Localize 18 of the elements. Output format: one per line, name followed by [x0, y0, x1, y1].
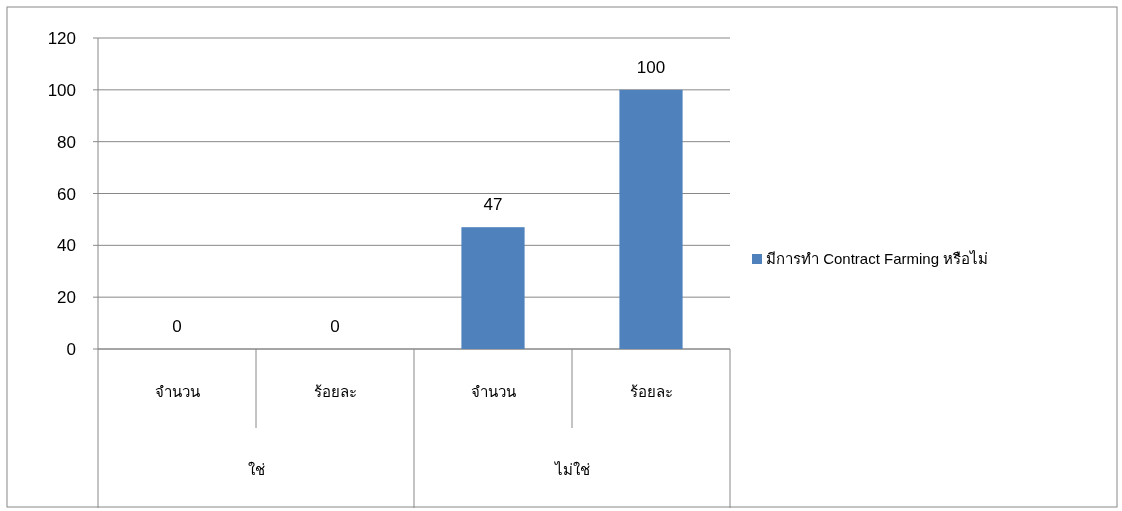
y-tick-label: 60 — [57, 184, 76, 204]
y-tick-label: 80 — [57, 132, 76, 152]
x-tick-label: จำนวน — [470, 383, 516, 401]
x-tick-label: ร้อยละ — [629, 383, 673, 401]
y-tick-label: 120 — [47, 29, 76, 48]
y-tick-label: 20 — [57, 288, 76, 308]
data-label: 0 — [172, 317, 182, 336]
legend-label: มีการทำ Contract Farming หรือไม่ — [766, 250, 989, 267]
y-tick-label: 100 — [47, 80, 76, 100]
data-label: 47 — [483, 195, 503, 215]
text: ใช่ — [247, 461, 265, 479]
y-tick-label: 40 — [57, 236, 76, 256]
y-tick-label: 0 — [66, 340, 76, 359]
x-tick-label: จำนวน — [154, 383, 200, 401]
data-label: 0 — [330, 317, 340, 336]
data-label: 100 — [636, 57, 666, 77]
text: ไม่ใช่ — [553, 461, 590, 479]
x-tick-label: ร้อยละ — [313, 383, 357, 401]
